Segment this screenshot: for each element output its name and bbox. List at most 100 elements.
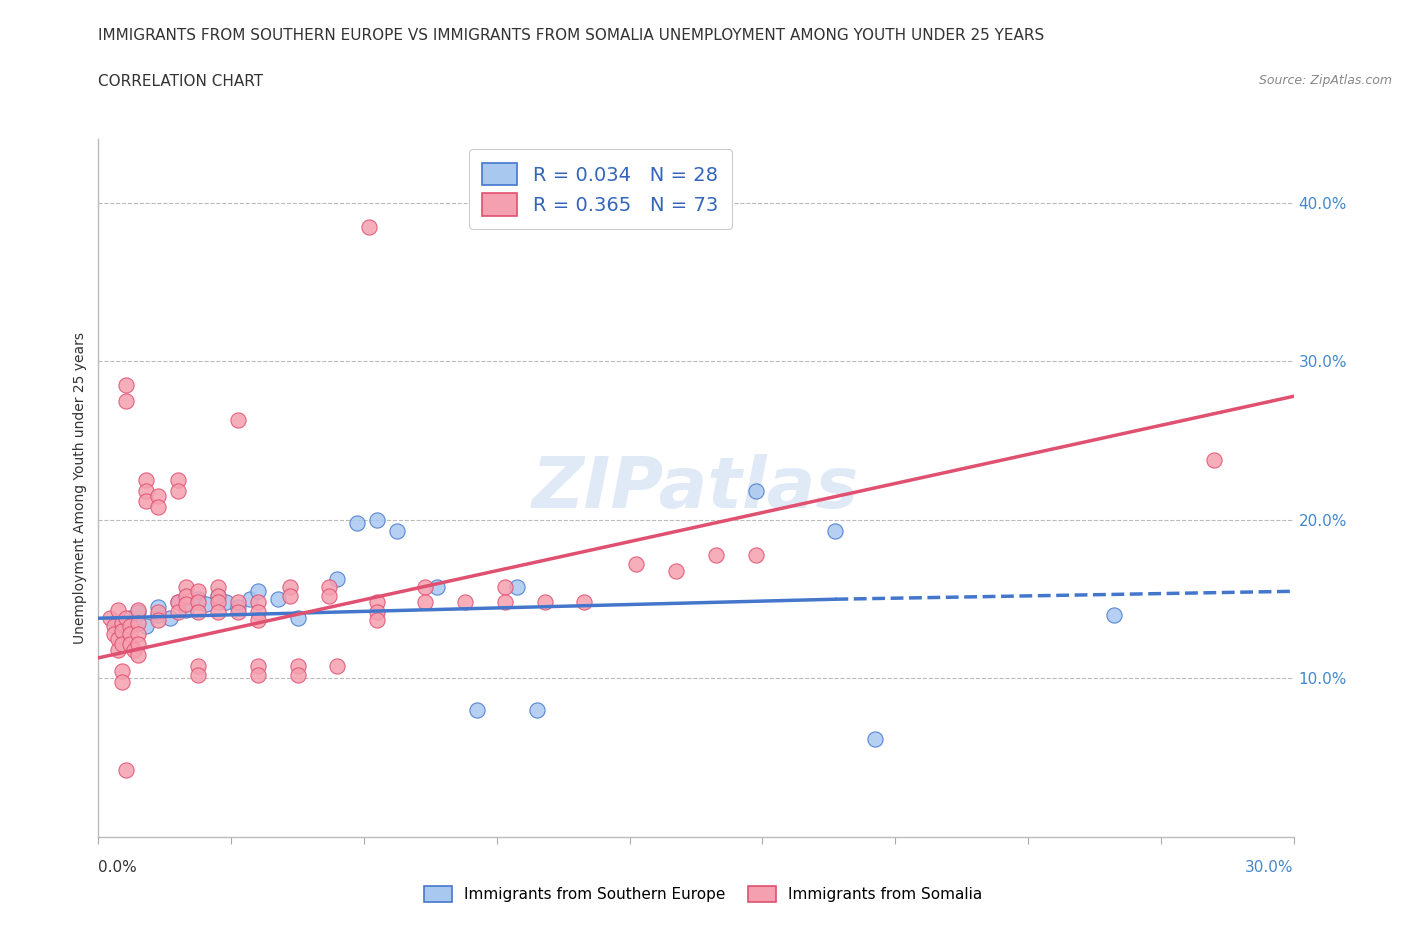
Point [454, 595, 477, 610]
Point [174, 596, 197, 611]
Point [187, 668, 209, 683]
Point [159, 611, 181, 626]
Point [107, 631, 129, 646]
Point [187, 591, 209, 606]
Legend: Immigrants from Southern Europe, Immigrants from Somalia: Immigrants from Southern Europe, Immigra… [418, 880, 988, 909]
Point [246, 668, 269, 683]
Point [287, 658, 309, 673]
Point [148, 489, 170, 504]
Point [115, 378, 138, 392]
Point [226, 600, 249, 615]
Point [207, 604, 229, 619]
Point [1202, 452, 1225, 467]
Y-axis label: Unemployment Among Youth under 25 years: Unemployment Among Youth under 25 years [73, 332, 87, 644]
Point [127, 647, 149, 662]
Text: 30.0%: 30.0% [1246, 860, 1294, 875]
Point [107, 616, 129, 631]
Point [465, 703, 488, 718]
Point [326, 571, 349, 586]
Point [246, 595, 269, 610]
Point [366, 595, 388, 610]
Point [745, 484, 768, 498]
Point [526, 703, 548, 718]
Point [226, 595, 249, 610]
Point [366, 512, 388, 527]
Point [745, 548, 768, 563]
Point [135, 484, 157, 498]
Point [148, 604, 170, 619]
Point [318, 579, 340, 594]
Point [167, 595, 190, 610]
Point [111, 636, 134, 651]
Point [194, 596, 218, 611]
Point [574, 595, 596, 610]
Point [127, 604, 149, 619]
Point [120, 611, 142, 626]
Point [187, 595, 209, 610]
Point [704, 548, 727, 563]
Point [246, 604, 269, 619]
Point [111, 674, 134, 689]
Point [494, 595, 516, 610]
Point [1102, 607, 1125, 622]
Point [413, 595, 436, 610]
Point [207, 589, 229, 604]
Point [506, 579, 529, 594]
Point [148, 607, 170, 622]
Point [326, 658, 349, 673]
Point [246, 658, 269, 673]
Point [107, 603, 129, 618]
Point [187, 604, 209, 619]
Point [346, 515, 368, 530]
Point [278, 589, 301, 604]
Point [359, 219, 381, 234]
Point [103, 618, 125, 633]
Point [174, 603, 197, 618]
Point [148, 499, 170, 514]
Point [426, 579, 449, 594]
Point [533, 595, 555, 610]
Point [246, 612, 269, 627]
Point [124, 643, 146, 658]
Point [624, 557, 647, 572]
Point [127, 627, 149, 642]
Point [120, 618, 142, 633]
Point [127, 636, 149, 651]
Point [167, 472, 190, 487]
Point [287, 611, 309, 626]
Point [413, 579, 436, 594]
Point [111, 623, 134, 638]
Point [174, 579, 197, 594]
Point [135, 618, 157, 633]
Point [287, 668, 309, 683]
Point [167, 484, 190, 498]
Point [207, 589, 229, 604]
Point [366, 604, 388, 619]
Point [267, 591, 290, 606]
Point [239, 591, 262, 606]
Point [215, 595, 238, 610]
Point [98, 611, 122, 626]
Point [127, 616, 149, 631]
Text: Source: ZipAtlas.com: Source: ZipAtlas.com [1258, 74, 1392, 87]
Text: ZIPatlas: ZIPatlas [533, 454, 859, 523]
Point [167, 595, 190, 610]
Text: 0.0%: 0.0% [98, 860, 138, 875]
Point [103, 627, 125, 642]
Point [278, 579, 301, 594]
Point [207, 579, 229, 594]
Point [148, 612, 170, 627]
Point [187, 584, 209, 599]
Point [174, 589, 197, 604]
Point [824, 524, 846, 538]
Point [120, 627, 142, 642]
Point [135, 472, 157, 487]
Point [226, 604, 249, 619]
Point [167, 604, 190, 619]
Point [120, 636, 142, 651]
Point [135, 494, 157, 509]
Point [111, 616, 134, 631]
Point [494, 579, 516, 594]
Point [385, 524, 409, 538]
Point [187, 658, 209, 673]
